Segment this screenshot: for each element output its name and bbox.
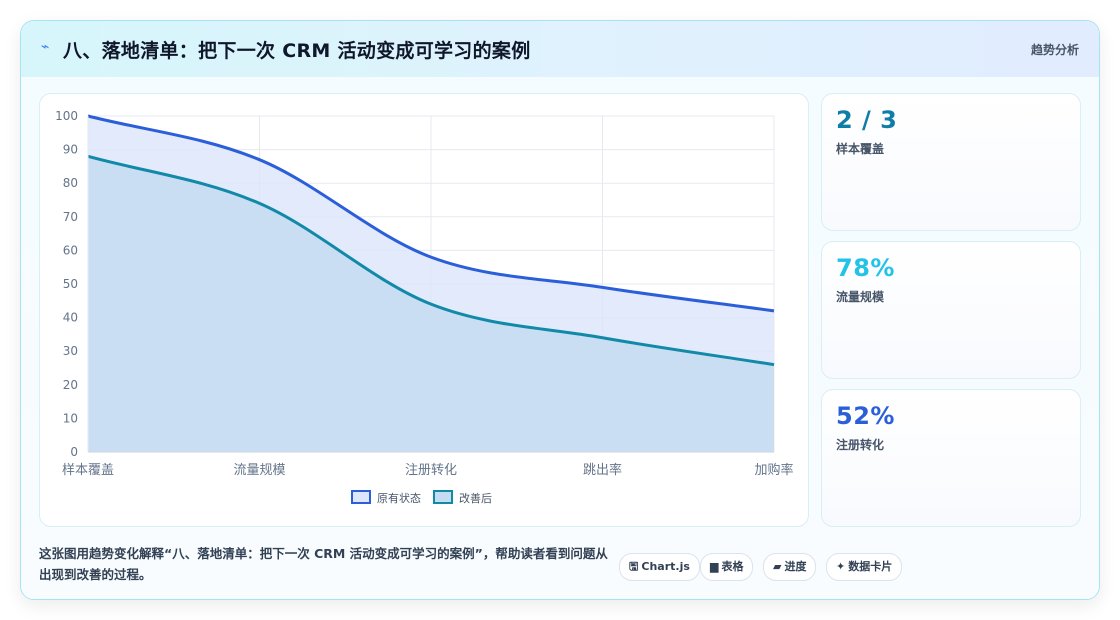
series-line-1 [87,114,775,313]
chip-table[interactable]: ▆ 表格 [700,553,754,581]
progress-icon: ▰ [773,560,782,573]
series-line-2 [87,154,775,367]
chip-data-cards[interactable]: ✦ 数据卡片 [826,553,903,581]
y-tick-label: 80 [63,176,78,190]
chart-icon: 🖫 [629,560,639,573]
card-title: 八、落地清单：把下一次 CRM 活动变成可学习的案例 [63,40,531,62]
legend-label: 改善后 [459,491,492,505]
sparkle-icon: ✦ [836,560,846,573]
y-tick-label: 0 [70,445,78,459]
area-chart: 0 10 20 30 40 50 60 70 80 90 100 样本覆盖 流量规模 注册转化 跳出率 加购率… [55,109,793,505]
legend-swatch [433,490,453,504]
x-tick-label: 注册转化 [405,463,457,478]
chip-progress[interactable]: ▰ 进度 [763,553,817,581]
chart-type-tag: 趋势分析 [1030,43,1079,57]
stat-value: 2 / 3 [836,106,898,134]
x-tick-label: 跳出率 [583,462,622,478]
legend-label: 原有状态 [377,491,421,505]
y-tick-label: 90 [63,143,78,157]
x-tick-label: 样本覆盖 [62,463,114,478]
legend-item-2[interactable]: 改善后 [433,490,492,505]
y-tick-label: 60 [63,243,78,257]
lightning-icon: ⌁ [41,39,50,55]
stat-card-sample-coverage: 2 / 3 样本覆盖 [821,93,1081,231]
stat-card-signup-conversion: 52% 注册转化 [821,389,1081,527]
table-icon: ▆ [710,560,719,573]
stat-value: 78% [836,254,895,282]
x-tick-label: 流量规模 [233,463,285,478]
y-tick-label: 30 [63,344,78,358]
legend-swatch [351,490,371,504]
chart-caption: 这张图用趋势变化解释“八、落地清单：把下一次 CRM 活动变成可学习的案例”，帮… [39,546,608,582]
y-tick-label: 40 [63,311,78,325]
y-tick-label: 70 [63,210,78,224]
card-header: ⌁ 八、落地清单：把下一次 CRM 活动变成可学习的案例 趋势分析 [21,21,1099,78]
y-tick-label: 10 [63,411,78,425]
chart-panel: 0 10 20 30 40 50 60 70 80 90 100 样本覆盖 流量规模 注册转化 跳出率 加购率… [39,93,809,527]
stat-value: 52% [836,402,895,430]
stat-label: 注册转化 [836,438,885,452]
chip-label: Chart.js [641,560,690,573]
chart-card: ⌁ 八、落地清单：把下一次 CRM 活动变成可学习的案例 趋势分析 0 10 20 3… [20,20,1100,600]
stat-label: 样本覆盖 [836,142,885,156]
y-tick-label: 100 [55,109,78,123]
chip-label: 数据卡片 [848,560,893,573]
stat-card-traffic-scale: 78% 流量规模 [821,241,1081,379]
chip-label: 表格 [721,560,744,573]
chip-chartjs[interactable]: 🖫 Chart.js [619,553,700,581]
legend-item-1[interactable]: 原有状态 [351,490,421,505]
y-tick-label: 50 [63,277,78,291]
chip-label: 进度 [784,560,807,573]
x-tick-label: 加购率 [754,462,793,478]
stat-label: 流量规模 [836,290,885,304]
y-tick-label: 20 [63,378,78,392]
card-body: 0 10 20 30 40 50 60 70 80 90 100 样本覆盖 流量规模 注册转化 跳出率 加购率… [21,77,1099,599]
